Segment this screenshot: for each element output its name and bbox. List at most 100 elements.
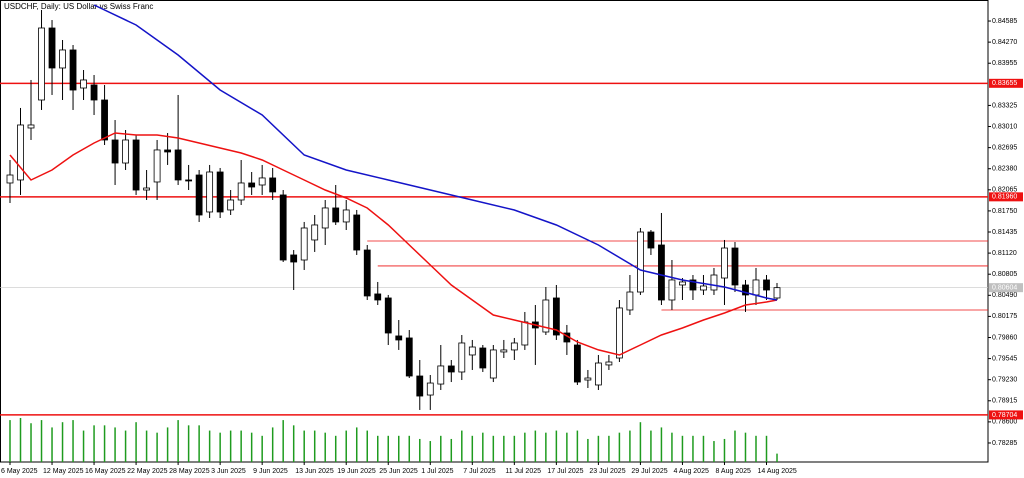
candle-body <box>626 291 634 311</box>
y-tick-label: 0.79230 <box>992 377 1017 384</box>
candle-body <box>363 249 371 297</box>
candle-body <box>342 209 350 223</box>
candle-body <box>164 149 172 153</box>
level-label-bg <box>989 410 1023 420</box>
y-tick-label: 0.78285 <box>992 440 1017 447</box>
candle-body <box>731 247 739 286</box>
moving-average <box>9 132 778 356</box>
x-tick-label: 9 Jun 2025 <box>253 468 288 475</box>
candle-body <box>206 171 214 213</box>
plot-frame <box>0 0 989 463</box>
x-tick-label: 4 Aug 2025 <box>673 468 709 475</box>
x-tick-label: 14 Aug 2025 <box>758 468 797 475</box>
level-label: 0.83655 <box>992 80 1017 87</box>
y-tick-label: 0.78915 <box>992 398 1017 405</box>
candle-body <box>17 124 24 181</box>
candle-body <box>290 254 298 263</box>
candle-body <box>500 349 508 353</box>
candle-body <box>122 139 129 164</box>
candle-body <box>332 207 340 223</box>
x-tick-label: 6 May 2025 <box>1 468 38 475</box>
candle-body <box>616 307 623 359</box>
candle-body <box>300 227 308 261</box>
candle-body <box>269 177 277 193</box>
candle-body <box>6 174 14 184</box>
candle-body <box>573 344 581 383</box>
candle-body <box>658 244 665 301</box>
y-tick-label: 0.81435 <box>992 229 1017 236</box>
candle-body <box>405 337 413 377</box>
candle-body <box>216 171 224 213</box>
x-tick-label: 22 May 2025 <box>127 468 168 475</box>
y-tick-label: 0.82695 <box>992 144 1017 151</box>
y-tick-label: 0.80490 <box>992 292 1017 299</box>
level-label: 0.78704 <box>992 412 1017 419</box>
x-tick-label: 8 Aug 2025 <box>715 468 751 475</box>
candle-body <box>510 342 518 351</box>
x-tick-label: 16 May 2025 <box>85 468 126 475</box>
candle-body <box>479 347 487 369</box>
y-tick-label: 0.80805 <box>992 271 1017 278</box>
candle-body <box>594 362 602 386</box>
candle-body <box>447 365 455 373</box>
candle-body <box>416 375 424 397</box>
x-tick-label: 13 Jun 2025 <box>295 468 334 475</box>
y-tick-label: 0.79860 <box>992 334 1017 341</box>
candle-body <box>468 346 476 356</box>
level-label-bg <box>989 78 1023 88</box>
x-tick-label: 25 Jun 2025 <box>379 468 418 475</box>
last-price-bg <box>989 283 1023 293</box>
candle-body <box>59 49 66 69</box>
candle-body <box>174 149 182 181</box>
candle-body <box>195 174 203 216</box>
y-tick-label: 0.80175 <box>992 313 1017 320</box>
candle-body <box>38 27 45 101</box>
candle-body <box>605 361 613 366</box>
candle-body <box>426 382 434 396</box>
y-tick-label: 0.78600 <box>992 419 1017 426</box>
candle-body <box>668 279 676 301</box>
candle-body <box>69 49 77 91</box>
x-tick-label: 17 Jul 2025 <box>547 468 583 475</box>
candle-body <box>132 139 140 191</box>
level-label: 0.81960 <box>992 194 1017 201</box>
candle-body <box>90 84 98 101</box>
candle-body <box>227 199 235 211</box>
candle-body <box>185 179 193 182</box>
candle-body <box>395 335 403 341</box>
y-tick-label: 0.83325 <box>992 102 1017 109</box>
candle-body <box>311 224 319 241</box>
x-tick-label: 11 Jul 2025 <box>505 468 541 475</box>
candle-body <box>27 124 35 129</box>
y-tick-label: 0.79545 <box>992 355 1017 362</box>
candle-body <box>384 297 392 334</box>
candle-body <box>143 187 150 191</box>
y-tick-label: 0.82065 <box>992 187 1017 194</box>
candle-body <box>321 207 329 229</box>
candle-body <box>584 377 592 381</box>
y-tick-label: 0.81750 <box>992 208 1017 215</box>
candle-body <box>710 274 718 291</box>
last-price-label: 0.80604 <box>992 285 1017 292</box>
y-tick-label: 0.83955 <box>992 60 1017 67</box>
candle-body <box>374 293 382 301</box>
candle-body <box>489 349 497 379</box>
candle-body <box>689 279 697 291</box>
x-tick-label: 12 May 2025 <box>43 468 84 475</box>
candle-body <box>353 214 361 251</box>
candle-body <box>237 182 245 201</box>
candle-body <box>437 365 445 385</box>
candle-body <box>679 281 686 286</box>
y-tick-label: 0.84585 <box>992 18 1017 25</box>
x-tick-label: 23 Jul 2025 <box>589 468 625 475</box>
candle-body <box>721 247 728 279</box>
candle-body <box>521 321 529 346</box>
candle-body <box>552 297 560 336</box>
level-label-bg <box>989 192 1023 202</box>
candle-body <box>111 139 119 164</box>
candle-body <box>742 284 749 296</box>
candle-body <box>458 342 466 373</box>
candle-body <box>258 177 266 186</box>
candle-body <box>542 299 550 333</box>
